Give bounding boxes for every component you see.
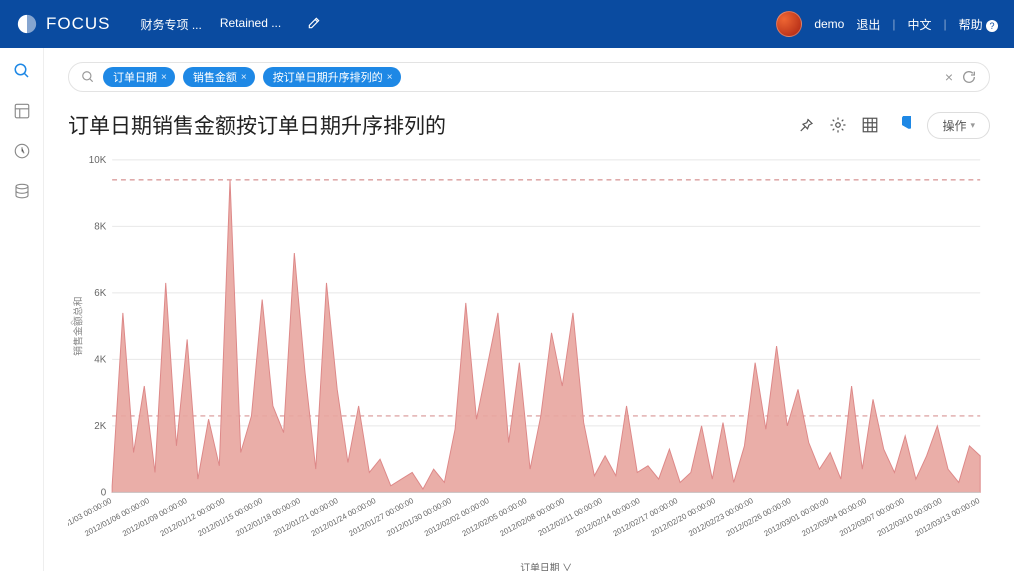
pill-remove-icon[interactable]: × bbox=[241, 72, 247, 83]
table-icon[interactable] bbox=[861, 116, 879, 134]
svg-text:2012/01/18 00:00:00: 2012/01/18 00:00:00 bbox=[234, 496, 302, 538]
svg-text:2012/02/08 00:00:00: 2012/02/08 00:00:00 bbox=[498, 496, 566, 538]
data-nav-icon[interactable] bbox=[13, 182, 31, 200]
svg-text:8K: 8K bbox=[94, 221, 106, 232]
page-title: 订单日期销售金额按订单日期升序排列的 bbox=[68, 110, 446, 140]
svg-text:2012/02/11 00:00:00: 2012/02/11 00:00:00 bbox=[537, 496, 605, 538]
focus-logo-icon bbox=[16, 13, 38, 35]
brand-logo[interactable]: FOCUS bbox=[16, 13, 111, 35]
chart-icon[interactable] bbox=[893, 116, 911, 134]
svg-text:2012/02/14 00:00:00: 2012/02/14 00:00:00 bbox=[574, 496, 642, 538]
svg-text:2012/01/27 00:00:00: 2012/01/27 00:00:00 bbox=[347, 496, 415, 538]
svg-text:2012/01/24 00:00:00: 2012/01/24 00:00:00 bbox=[310, 496, 378, 538]
help-link[interactable]: 帮助 ? bbox=[959, 16, 998, 33]
area-chart[interactable]: 02K4K6K8K10K2012/01/03 00:00:002012/01/0… bbox=[68, 150, 990, 571]
avatar[interactable] bbox=[776, 11, 802, 37]
svg-text:2012/02/20 00:00:00: 2012/02/20 00:00:00 bbox=[649, 496, 717, 538]
dashboard-nav-icon[interactable] bbox=[13, 102, 31, 120]
svg-text:10K: 10K bbox=[89, 155, 107, 166]
svg-text:2012/02/05 00:00:00: 2012/02/05 00:00:00 bbox=[461, 496, 529, 538]
refresh-icon[interactable] bbox=[961, 69, 977, 85]
separator: | bbox=[892, 17, 895, 31]
svg-text:2012/01/09 00:00:00: 2012/01/09 00:00:00 bbox=[121, 496, 189, 538]
svg-text:销售金额总和: 销售金额总和 bbox=[72, 296, 85, 356]
lang-link[interactable]: 中文 bbox=[908, 16, 932, 33]
nav-tab-1[interactable]: Retained ... bbox=[220, 16, 281, 33]
svg-text:4K: 4K bbox=[94, 354, 106, 365]
logout-link[interactable]: 退出 bbox=[856, 16, 880, 33]
history-nav-icon[interactable] bbox=[13, 142, 31, 160]
main-content: 订单日期× 销售金额× 按订单日期升序排列的× × 订单日期销售金额按订单日期升… bbox=[44, 48, 1014, 571]
svg-text:‹: ‹ bbox=[70, 317, 74, 329]
svg-text:2012/01/15 00:00:00: 2012/01/15 00:00:00 bbox=[196, 496, 264, 538]
title-bar: 订单日期销售金额按订单日期升序排列的 操作▾ bbox=[68, 110, 990, 140]
pill-remove-icon[interactable]: × bbox=[387, 72, 393, 83]
search-icon bbox=[81, 70, 95, 84]
svg-text:2K: 2K bbox=[94, 421, 106, 432]
svg-text:2012/01/06 00:00:00: 2012/01/06 00:00:00 bbox=[83, 496, 151, 538]
user-name[interactable]: demo bbox=[814, 17, 844, 31]
svg-text:2012/02/23 00:00:00: 2012/02/23 00:00:00 bbox=[687, 496, 755, 538]
chart-container: 02K4K6K8K10K2012/01/03 00:00:002012/01/0… bbox=[68, 150, 990, 571]
svg-text:2012/03/13 00:00:00: 2012/03/13 00:00:00 bbox=[913, 496, 981, 538]
search-pill-0[interactable]: 订单日期× bbox=[103, 67, 175, 87]
svg-text:2012/01/21 00:00:00: 2012/01/21 00:00:00 bbox=[272, 496, 340, 538]
sidebar bbox=[0, 48, 44, 571]
svg-text:2012/02/17 00:00:00: 2012/02/17 00:00:00 bbox=[612, 496, 680, 538]
clear-icon[interactable]: × bbox=[945, 69, 953, 85]
separator: | bbox=[944, 17, 947, 31]
svg-text:2012/01/12 00:00:00: 2012/01/12 00:00:00 bbox=[159, 496, 227, 538]
svg-text:2012/01/30 00:00:00: 2012/01/30 00:00:00 bbox=[385, 496, 453, 538]
svg-text:2012/03/04 00:00:00: 2012/03/04 00:00:00 bbox=[800, 496, 868, 538]
header-right: demo 退出 | 中文 | 帮助 ? bbox=[776, 11, 998, 37]
svg-text:2012/03/07 00:00:00: 2012/03/07 00:00:00 bbox=[838, 496, 906, 538]
brand-text: FOCUS bbox=[46, 14, 111, 34]
search-nav-icon[interactable] bbox=[13, 62, 31, 80]
svg-text:2012/03/10 00:00:00: 2012/03/10 00:00:00 bbox=[876, 496, 944, 538]
svg-text:6K: 6K bbox=[94, 288, 106, 299]
pill-remove-icon[interactable]: × bbox=[161, 72, 167, 83]
app-header: FOCUS 财务专项 ... Retained ... demo 退出 | 中文… bbox=[0, 0, 1014, 48]
edit-icon[interactable] bbox=[307, 16, 321, 30]
svg-text:2012/03/01 00:00:00: 2012/03/01 00:00:00 bbox=[763, 496, 831, 538]
pin-icon[interactable] bbox=[797, 116, 815, 134]
svg-text:2012/02/26 00:00:00: 2012/02/26 00:00:00 bbox=[725, 496, 793, 538]
nav-tabs: 财务专项 ... Retained ... bbox=[141, 16, 322, 33]
operations-button[interactable]: 操作▾ bbox=[927, 112, 990, 139]
search-pill-2[interactable]: 按订单日期升序排列的× bbox=[263, 67, 401, 87]
svg-text:订单日期 ∨: 订单日期 ∨ bbox=[520, 562, 572, 571]
svg-text:2012/02/02 00:00:00: 2012/02/02 00:00:00 bbox=[423, 496, 491, 538]
search-bar[interactable]: 订单日期× 销售金额× 按订单日期升序排列的× × bbox=[68, 62, 990, 92]
gear-icon[interactable] bbox=[829, 116, 847, 134]
nav-tab-0[interactable]: 财务专项 ... bbox=[141, 16, 202, 33]
search-pill-1[interactable]: 销售金额× bbox=[183, 67, 255, 87]
